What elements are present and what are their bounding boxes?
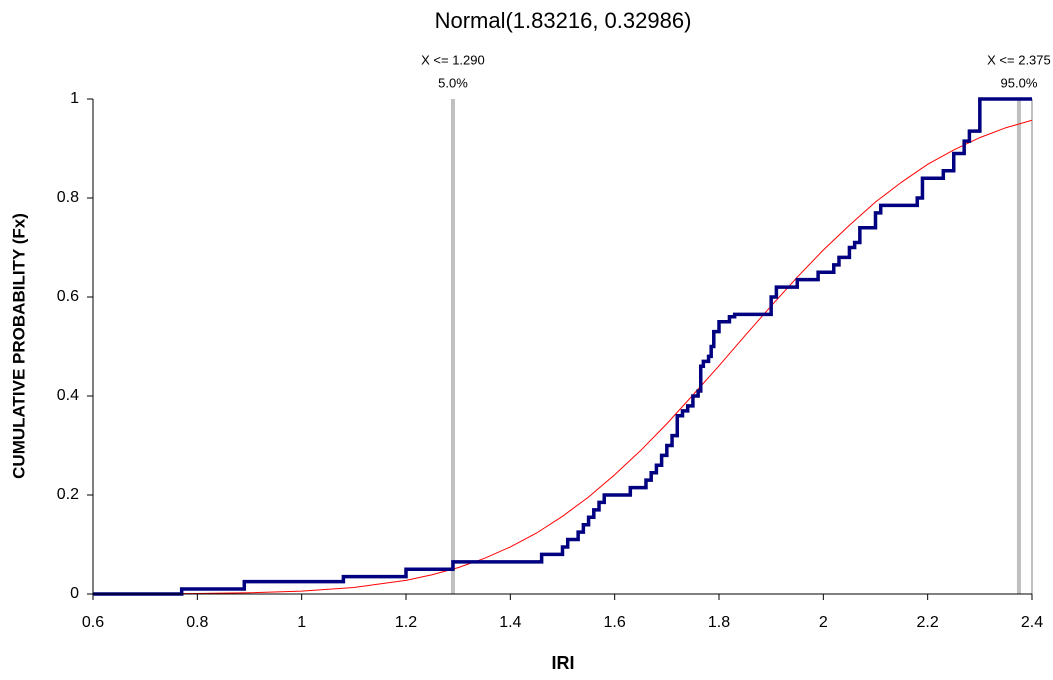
y-tick-label: 1 bbox=[70, 90, 79, 107]
x-tick-label: 2.4 bbox=[1021, 614, 1043, 631]
x-tick-label: 0.8 bbox=[186, 614, 208, 631]
x-tick-label: 1.2 bbox=[395, 614, 417, 631]
x-tick-label: 1.8 bbox=[708, 614, 730, 631]
y-tick-label: 0.2 bbox=[57, 486, 79, 503]
y-tick-label: 0 bbox=[70, 585, 79, 602]
x-tick-label: 0.6 bbox=[82, 614, 104, 631]
marker-percent: 95.0% bbox=[1001, 75, 1038, 90]
marker-percent: 5.0% bbox=[438, 75, 468, 90]
y-tick-label: 0.4 bbox=[57, 387, 79, 404]
x-tick-label: 2.2 bbox=[917, 614, 939, 631]
y-tick-label: 0.6 bbox=[57, 288, 79, 305]
marker-label: X <= 1.290 bbox=[421, 52, 485, 67]
data-line bbox=[93, 97, 1032, 596]
x-tick-label: 2 bbox=[819, 614, 828, 631]
x-tick-label: 1.6 bbox=[604, 614, 626, 631]
x-tick-label: 1 bbox=[297, 614, 306, 631]
x-tick-label: 1.4 bbox=[499, 614, 521, 631]
marker-label: X <= 2.375 bbox=[987, 52, 1051, 67]
y-tick-label: 0.8 bbox=[57, 189, 79, 206]
chart-title: Normal(1.83216, 0.32986) bbox=[435, 8, 692, 33]
data-line bbox=[92, 119, 1033, 595]
x-axis-label: IRI bbox=[551, 653, 574, 673]
y-axis-label: CUMULATIVE PROBABILITY (Fx) bbox=[9, 213, 28, 479]
